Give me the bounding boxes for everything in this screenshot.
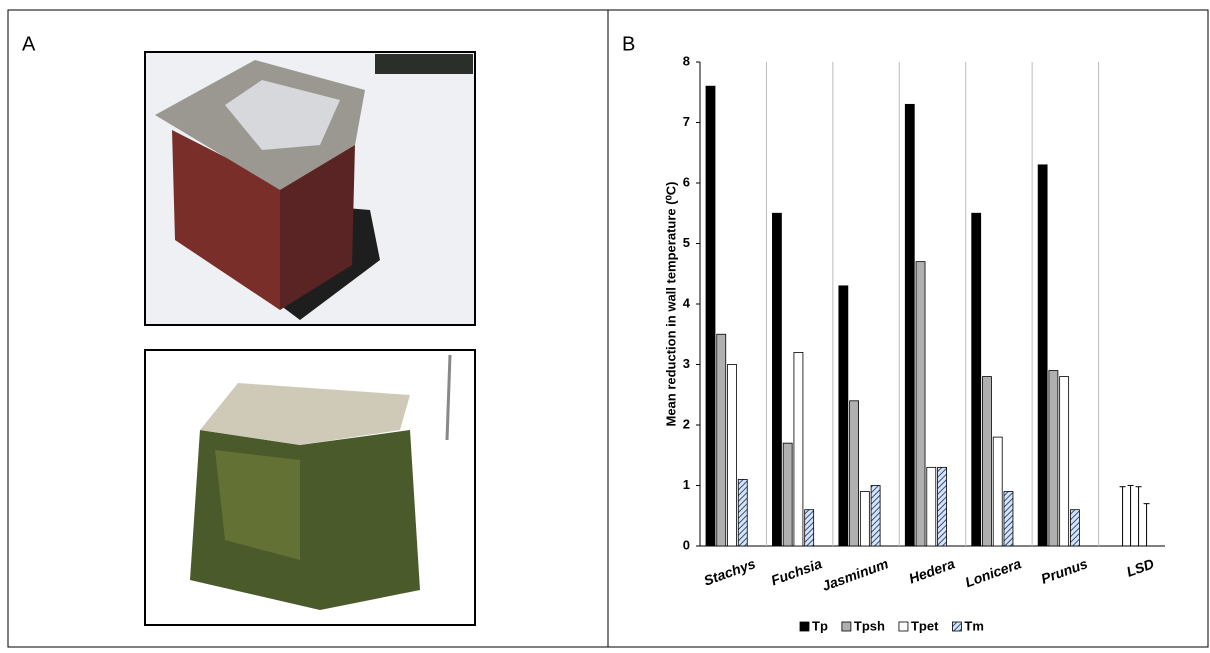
bar [794,352,803,546]
legend-swatch [899,622,908,631]
legend-label: Tm [964,618,984,633]
bar [805,510,814,546]
bar [1049,371,1058,546]
bar [850,401,859,546]
bar [972,213,981,546]
y-tick-label: 7 [683,114,690,129]
figure: A B 0 1 2 3 4 5 6 7 8 Mean reduction in wall temp… [0,0,1210,648]
bar [717,334,726,546]
bar [905,104,914,546]
legend-swatch [952,622,961,631]
bar [938,467,947,546]
bar [1070,510,1079,546]
y-tick-label: 1 [683,477,690,492]
x-tick-label: Lonicera [963,555,1024,590]
bar [772,213,781,546]
y-tick-label: 5 [683,235,690,250]
bar [1038,165,1047,546]
y-tick-label: 8 [683,53,690,68]
bar [916,262,925,546]
bar [706,86,715,546]
panel-label: B [622,33,635,55]
x-tick-label: Prunus [1039,555,1090,587]
bar [839,286,848,546]
bar [982,377,991,546]
bar [1004,492,1013,546]
x-tick-label: Hedera [907,555,957,586]
bar [738,479,747,546]
x-tick-label: Fuchsia [769,555,824,588]
bar [871,486,880,547]
legend-swatch [842,622,851,631]
y-tick-label: 2 [683,416,690,431]
legend-swatch [800,622,809,631]
x-tick-label: LSD [1124,555,1156,580]
x-tick-label: Stachys [702,555,758,588]
legend-label: Tpsh [854,618,885,633]
photo-ivy-pillar [145,350,475,625]
y-tick-label: 6 [683,174,690,189]
x-tick-label: Jasminum [820,555,891,594]
bar [1060,377,1069,546]
y-tick-label: 3 [683,356,690,371]
bar [927,467,936,546]
panel-label: A [22,33,36,55]
y-tick-label: 0 [683,537,690,552]
legend-label: Tpet [911,618,939,633]
bar [993,437,1002,546]
bar [860,492,869,546]
bar [783,443,792,546]
y-tick-label: 4 [683,295,691,310]
bar [728,365,737,547]
y-axis-title: Mean reduction in wall temperature (⁰C) [663,181,678,426]
photo-bare-pillar [145,52,475,325]
legend-label: Tp [812,618,828,633]
